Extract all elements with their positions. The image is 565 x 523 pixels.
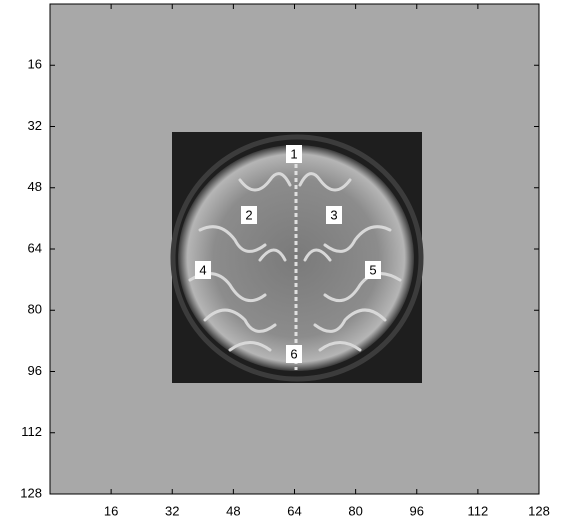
annotation: 6 <box>290 346 297 361</box>
annotation: 5 <box>369 262 376 277</box>
y-tick-label: 80 <box>28 302 42 317</box>
y-tick-label: 64 <box>28 240 42 255</box>
y-tick-label: 128 <box>20 485 42 500</box>
annotation: 1 <box>290 146 297 161</box>
x-tick-label: 128 <box>528 503 550 518</box>
x-tick-label: 96 <box>410 503 424 518</box>
x-tick-label: 48 <box>226 503 240 518</box>
y-tick-label: 32 <box>28 118 42 133</box>
annotation: 4 <box>199 262 206 277</box>
x-tick-label: 16 <box>104 503 118 518</box>
y-tick-label: 96 <box>28 363 42 378</box>
x-tick-label: 80 <box>348 503 362 518</box>
y-tick-label: 48 <box>28 179 42 194</box>
annotation: 2 <box>245 207 252 222</box>
x-tick-label: 64 <box>287 503 301 518</box>
y-tick-label: 112 <box>21 424 42 439</box>
y-tick-label: 16 <box>28 57 42 72</box>
x-tick-label: 32 <box>165 503 179 518</box>
annotation: 3 <box>330 207 337 222</box>
figure: 1 2 3 4 5 6 16 32 48 64 80 96 112 128 16 32 48 64 80 96 112 1… <box>0 0 565 523</box>
x-tick-label: 112 <box>468 503 489 518</box>
